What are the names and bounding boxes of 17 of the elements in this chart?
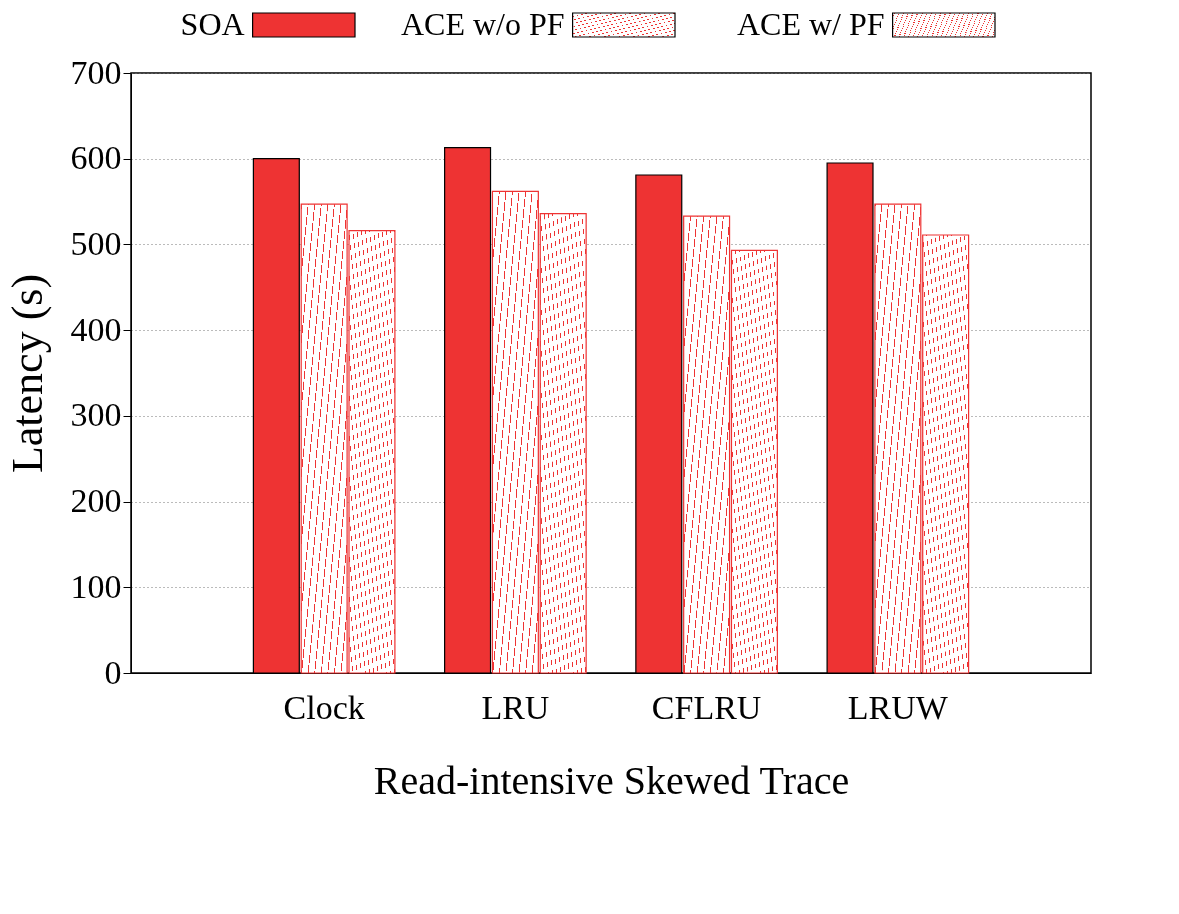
x-tick-label: CFLRU: [651, 688, 762, 726]
x-axis-title: Read-intensive Skewed Trace: [373, 757, 850, 803]
x-tick-label: LRU: [481, 688, 550, 726]
y-tick-label: 100: [70, 567, 122, 605]
x-tick-label: Clock: [283, 688, 365, 726]
legend-label: ACE w/o PF: [401, 6, 565, 42]
y-tick-label: 200: [70, 482, 122, 520]
y-tick-label: 400: [70, 310, 122, 348]
y-axis-title: Latency (s): [2, 273, 52, 474]
x-tick-label: LRUW: [847, 688, 949, 726]
y-tick-label: 500: [70, 224, 122, 262]
y-tick-label: 300: [70, 396, 122, 434]
y-tick-label: 0: [104, 653, 122, 691]
y-tick-label: 700: [70, 53, 122, 91]
legend-label: SOA: [180, 6, 245, 42]
y-tick-label: 600: [70, 139, 122, 177]
legend-label: ACE w/ PF: [737, 6, 885, 42]
